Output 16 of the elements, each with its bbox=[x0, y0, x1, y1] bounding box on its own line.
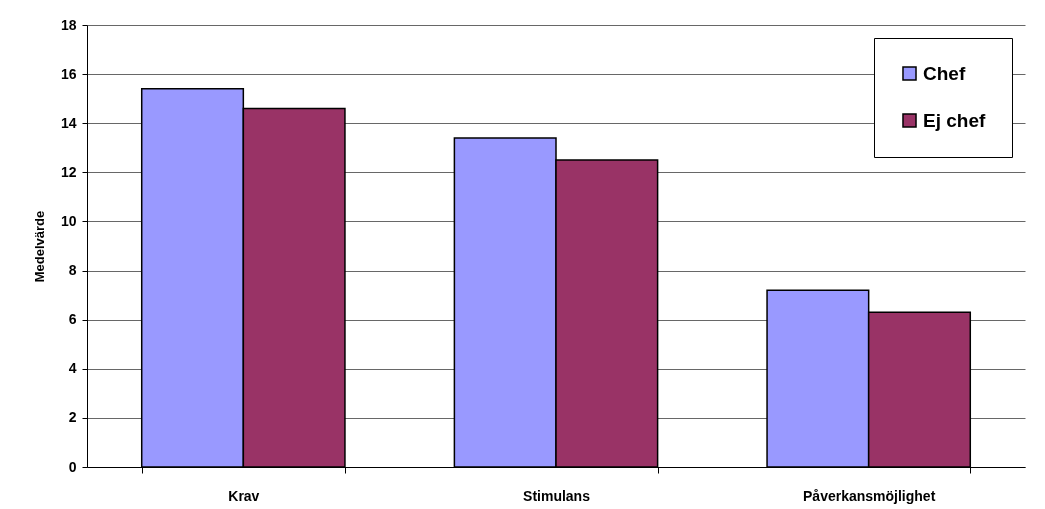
legend-label: Ej chef bbox=[923, 109, 986, 131]
x-tick-label: Påverkansmöjlighet bbox=[803, 487, 936, 504]
y-tick-label: 18 bbox=[60, 16, 77, 33]
y-tick-label: 2 bbox=[68, 409, 77, 426]
x-tick-label: Stimulans bbox=[523, 487, 591, 504]
y-tick-label: 12 bbox=[60, 163, 77, 180]
y-tick-label: 0 bbox=[68, 458, 77, 475]
y-tick-label: 10 bbox=[60, 212, 77, 229]
y-axis-title: Medelvärde bbox=[31, 210, 47, 283]
y-tick-label: 16 bbox=[60, 65, 77, 82]
legend-label: Chef bbox=[923, 62, 966, 84]
y-tick-label: 6 bbox=[68, 311, 77, 328]
x-tick-label: Krav bbox=[228, 487, 260, 504]
y-tick-label: 4 bbox=[68, 360, 77, 377]
y-tick-label: 8 bbox=[68, 262, 77, 279]
y-tick-label: 14 bbox=[60, 114, 77, 131]
